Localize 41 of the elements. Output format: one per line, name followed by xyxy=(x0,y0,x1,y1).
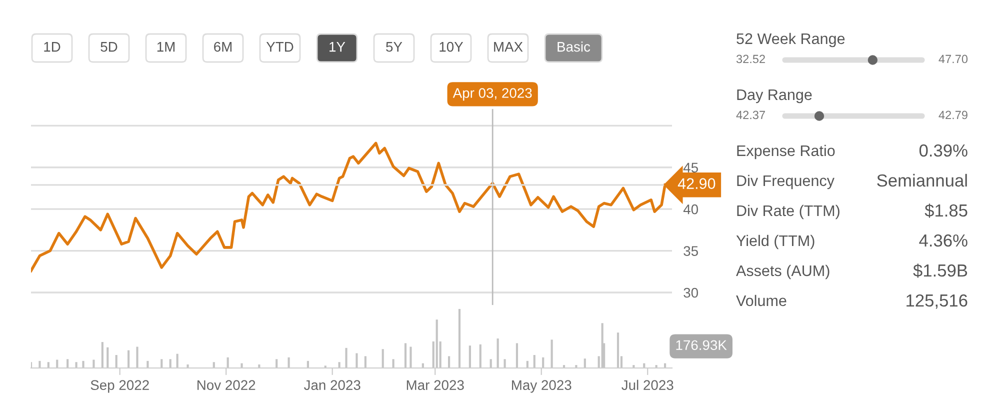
text: Expense Ratio xyxy=(737,144,835,160)
text: Volume xyxy=(736,294,786,306)
text: Semiannual xyxy=(877,174,967,187)
text: 47.70 xyxy=(938,54,968,64)
x-tick-label: Nov 2022 xyxy=(198,380,256,390)
category-label: 6M xyxy=(214,42,232,52)
text: 125,516 xyxy=(906,294,968,309)
text: Div Rate (TTM) xyxy=(737,204,840,220)
ref-line-label: 42.90 xyxy=(678,178,716,189)
category-label: 1Y xyxy=(330,42,346,52)
text: 176.93K xyxy=(676,340,727,350)
text: 42.79 xyxy=(938,110,968,120)
text: Yield (TTM) xyxy=(736,234,814,250)
x-tick-label: Mar 2023 xyxy=(406,380,464,390)
y-tick-label: 40 xyxy=(683,204,698,214)
category-label: Basic xyxy=(558,42,590,52)
x-tick-label: Jul 2023 xyxy=(622,380,674,390)
text: Day Range xyxy=(737,89,812,104)
category-label: 5Y xyxy=(386,42,402,52)
text: $1.59B xyxy=(913,264,968,278)
category-label: 1D xyxy=(44,42,60,52)
text: 42.37 xyxy=(736,110,765,120)
y-tick-label: 45 xyxy=(683,162,698,173)
category-label: 5D xyxy=(100,42,118,52)
x-tick-label: Jan 2023 xyxy=(304,380,360,390)
y-tick-label: 35 xyxy=(684,246,698,256)
ref-line-label: Apr 03, 2023 xyxy=(452,88,532,101)
category-label: 1M xyxy=(157,42,175,52)
x-tick-label: Sep 2022 xyxy=(90,380,149,393)
text: 4.36% xyxy=(919,234,968,247)
category-label: YTD xyxy=(266,42,294,52)
x-tick-label: May 2023 xyxy=(512,380,572,393)
text: Div Frequency xyxy=(737,174,834,190)
category-label: 10Y xyxy=(440,42,464,52)
text: 32.52 xyxy=(736,54,765,64)
text: 52 Week Range xyxy=(736,32,845,48)
y-tick-label: 30 xyxy=(684,288,698,298)
category-label: MAX xyxy=(494,42,523,52)
text: $1.85 xyxy=(924,204,968,218)
text: Assets (AUM) xyxy=(736,264,830,280)
text: 0.39% xyxy=(919,144,968,157)
